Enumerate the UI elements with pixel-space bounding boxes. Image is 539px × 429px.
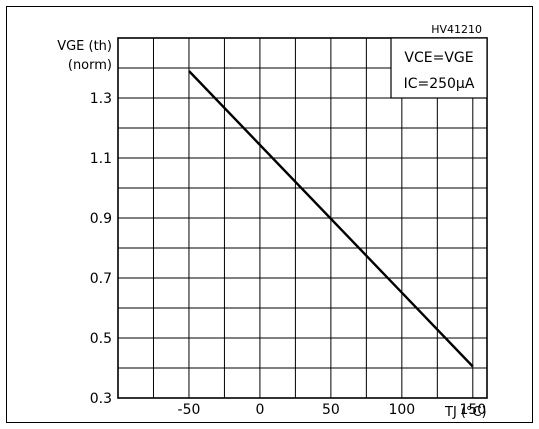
- y-tick-label: 0.5: [90, 331, 112, 347]
- horizontal-gridlines: [118, 67, 487, 369]
- figure-frame: [6, 6, 533, 423]
- y-axis-sublabel: (norm): [68, 58, 112, 73]
- y-tick-label: 0.3: [90, 391, 112, 407]
- x-tick-label: -50: [178, 402, 201, 418]
- conditions-legend-box: [390, 37, 488, 99]
- x-tick-label: 0: [255, 402, 264, 418]
- y-tick-label: 0.9: [90, 211, 112, 227]
- y-tick-label: 1.3: [90, 91, 112, 107]
- y-tick-label: 0.7: [90, 271, 112, 287]
- x-axis-label: TJ (°C): [444, 405, 487, 420]
- series-group: [188, 70, 474, 368]
- figure-id: HV41210: [431, 23, 482, 36]
- y-tick-labels: 0.3 0.5 0.7 0.9 1.1 1.3: [90, 91, 112, 407]
- x-tick-label: 50: [322, 402, 340, 418]
- x-tick-label: 150: [459, 402, 486, 418]
- x-tick-label: 100: [388, 402, 415, 418]
- plot-area-border: [117, 37, 488, 399]
- y-axis-label: VGE (th): [57, 39, 112, 54]
- y-tick-label: 1.1: [90, 151, 112, 167]
- x-tick-labels: -50 0 50 100 150: [178, 402, 487, 418]
- legend-vce-vge: VCE=VGE: [404, 50, 473, 66]
- legend-ic-250ua: IC=250µA: [404, 76, 475, 92]
- series-line: [188, 70, 474, 368]
